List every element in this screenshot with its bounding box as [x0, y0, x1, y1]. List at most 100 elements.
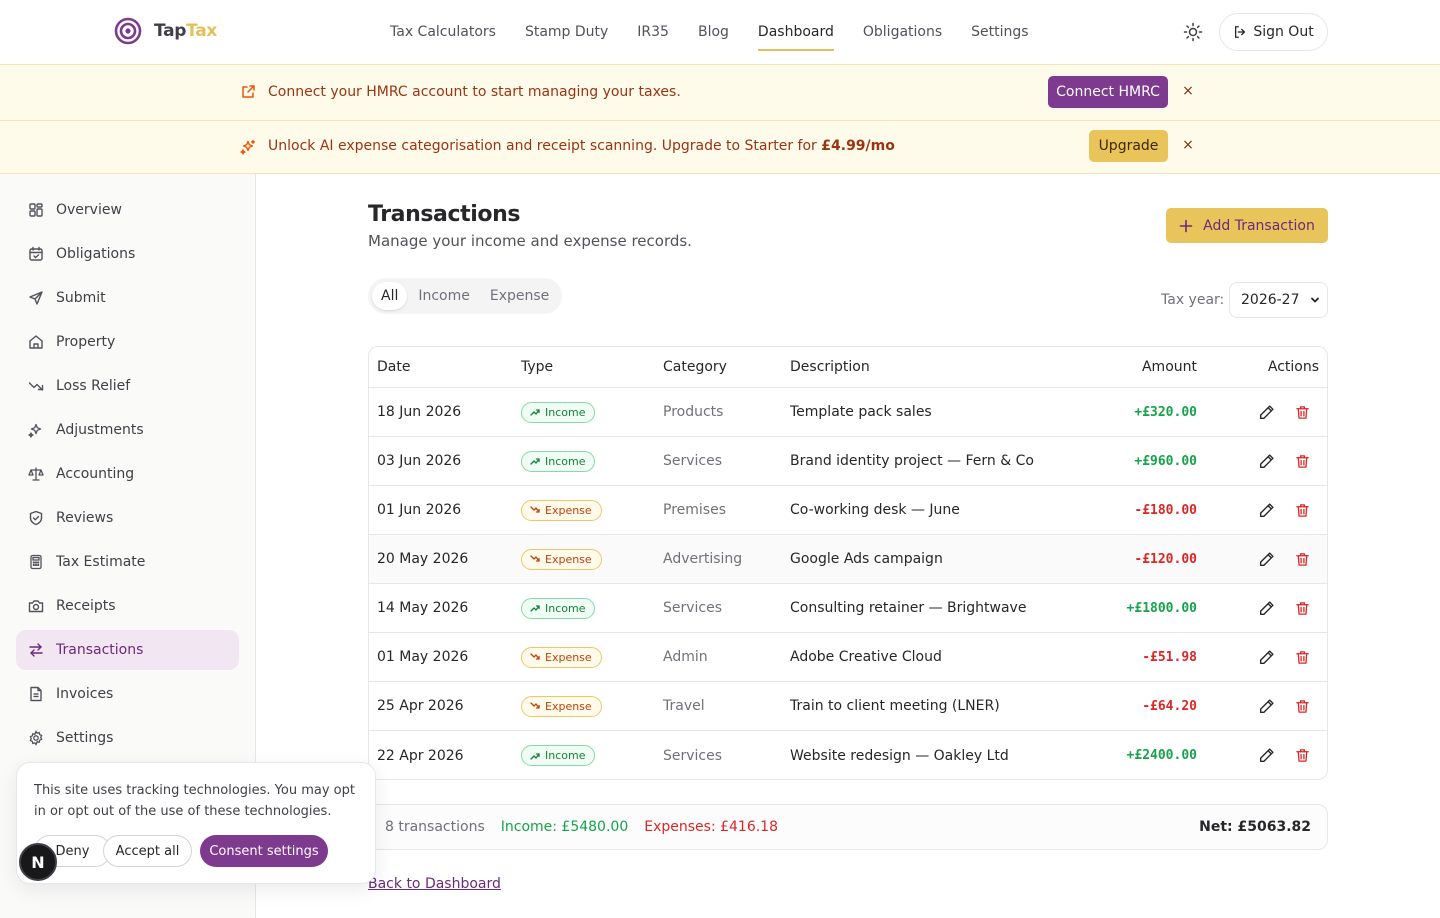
add-transaction-button[interactable]: Add Transaction [1166, 208, 1328, 243]
sun-icon[interactable] [1183, 22, 1203, 42]
nav-obligations[interactable]: Obligations [862, 24, 943, 40]
row-type: Expense [521, 486, 602, 534]
sidebar-item-accounting[interactable]: Accounting [16, 454, 239, 494]
row-date: 18 Jun 2026 [377, 404, 462, 420]
sidebar-item-label: Adjustments [56, 422, 144, 438]
row-description: Google Ads campaign [790, 551, 943, 567]
type-badge: Expense [521, 548, 602, 570]
camera-icon [28, 600, 44, 613]
row-date: 14 May 2026 [377, 600, 469, 616]
sidebar-item-label: Overview [56, 202, 122, 218]
sidebar-item-property[interactable]: Property [16, 322, 239, 362]
close-icon[interactable]: × [1182, 83, 1194, 99]
delete-button[interactable] [1295, 633, 1310, 681]
edit-button[interactable] [1258, 535, 1275, 583]
page-title: Transactions [368, 202, 521, 227]
nav-dashboard[interactable]: Dashboard [757, 0, 834, 64]
type-badge: Expense [521, 695, 602, 717]
row-amount: -£180.00 [1134, 502, 1197, 518]
edit-button[interactable] [1258, 584, 1275, 632]
row-category: Admin [663, 649, 708, 665]
logo[interactable]: TapTax [114, 17, 217, 45]
nav-settings[interactable]: Settings [971, 24, 1029, 40]
edit-button[interactable] [1258, 388, 1275, 436]
logo-icon [114, 17, 142, 45]
row-amount: +£2400.00 [1126, 748, 1197, 763]
close-icon[interactable]: × [1182, 137, 1194, 153]
home-icon [29, 335, 43, 349]
sidebar-item-overview[interactable]: Overview [16, 190, 239, 230]
sidebar-item-reviews[interactable]: Reviews [16, 498, 239, 538]
connect-hmrc-button[interactable]: Connect HMRC [1048, 76, 1168, 108]
sidebar-item-receipts[interactable]: Receipts [16, 586, 239, 626]
sidebar-item-loss-relief[interactable]: Loss Relief [16, 366, 239, 406]
sign-out-button[interactable]: Sign Out [1219, 13, 1328, 51]
row-date: 20 May 2026 [377, 551, 469, 567]
back-to-dashboard-link[interactable]: Back to Dashboard [368, 876, 501, 892]
table-row: 22 Apr 2026 Income Services Website redesig… [369, 731, 1327, 779]
table-row: 14 May 2026 Income Services Consulting reta… [369, 584, 1327, 633]
sidebar-item-label: Settings [56, 730, 114, 746]
sidebar-item-transactions[interactable]: Transactions [16, 630, 239, 670]
tax-year-label: Tax year: [1161, 292, 1225, 308]
type-badge: Income [521, 450, 596, 472]
top-navbar: TapTax Tax Calculators Stamp Duty IR35 B… [0, 0, 1440, 64]
delete-button[interactable] [1295, 731, 1310, 779]
delete-button[interactable] [1295, 584, 1310, 632]
type-badge-label: Expense [545, 650, 592, 664]
consent-settings-button[interactable]: Consent settings [200, 835, 328, 867]
sidebar-item-settings[interactable]: Settings [16, 718, 239, 758]
delete-button[interactable] [1295, 682, 1310, 730]
tax-year-select[interactable]: 2026-27 [1229, 282, 1328, 318]
trend-down-icon [530, 653, 540, 660]
edit-button[interactable] [1258, 437, 1275, 485]
scale-icon [28, 467, 44, 481]
transactions-table: Date Type Category Description Amount Ac… [368, 346, 1328, 780]
edit-button[interactable] [1258, 486, 1275, 534]
sidebar-item-label: Receipts [56, 598, 116, 614]
calculator-icon [30, 554, 42, 570]
filter-income[interactable]: Income [418, 288, 470, 304]
sidebar-item-submit[interactable]: Submit [16, 278, 239, 318]
filter-all[interactable]: All [372, 282, 408, 310]
nav-ir35[interactable]: IR35 [637, 24, 669, 40]
nav-tax-calculators[interactable]: Tax Calculators [390, 24, 496, 40]
send-icon [29, 291, 43, 305]
filter-expense[interactable]: Expense [489, 288, 550, 304]
header-actions: Actions [1267, 359, 1319, 375]
trash-icon [1296, 749, 1309, 762]
sidebar-item-invoices[interactable]: Invoices [16, 674, 239, 714]
sidebar-item-obligations[interactable]: Obligations [16, 234, 239, 274]
row-type: Income [521, 437, 596, 485]
nav-stamp-duty[interactable]: Stamp Duty [524, 24, 609, 40]
sidebar-item-adjustments[interactable]: Adjustments [16, 410, 239, 450]
table-row: 18 Jun 2026 Income Products Template pack s… [369, 388, 1327, 437]
edit-button[interactable] [1258, 731, 1275, 779]
logo-text-part2: Tax [186, 21, 218, 41]
type-filter: All Income Expense [368, 278, 563, 314]
dev-tools-badge[interactable]: N [19, 843, 57, 881]
deny-button[interactable]: Deny [34, 835, 111, 867]
upgrade-price: £4.99/mo [821, 138, 895, 154]
edit-button[interactable] [1258, 682, 1275, 730]
sign-out-label: Sign Out [1253, 24, 1314, 40]
nav-blog[interactable]: Blog [697, 24, 729, 40]
row-amount: +£960.00 [1134, 453, 1197, 469]
edit-button[interactable] [1258, 633, 1275, 681]
row-type: Income [521, 584, 596, 632]
row-category: Services [663, 453, 723, 469]
consent-text: This site uses tracking technologies. Yo… [34, 783, 355, 819]
delete-button[interactable] [1295, 535, 1310, 583]
header-category: Category [663, 359, 727, 375]
row-category: Services [663, 600, 723, 616]
sidebar-item-tax-estimate[interactable]: Tax Estimate [16, 542, 239, 582]
delete-button[interactable] [1295, 388, 1310, 436]
pencil-icon [1259, 600, 1274, 615]
accept-all-button[interactable]: Accept all [103, 835, 192, 867]
upgrade-button[interactable]: Upgrade [1089, 130, 1168, 162]
delete-button[interactable] [1295, 486, 1310, 534]
delete-button[interactable] [1295, 437, 1310, 485]
sidebar-item-label: Submit [56, 290, 106, 306]
header-amount: Amount [1141, 359, 1197, 375]
upgrade-banner-message: Unlock AI expense categorisation and rec… [268, 138, 822, 154]
